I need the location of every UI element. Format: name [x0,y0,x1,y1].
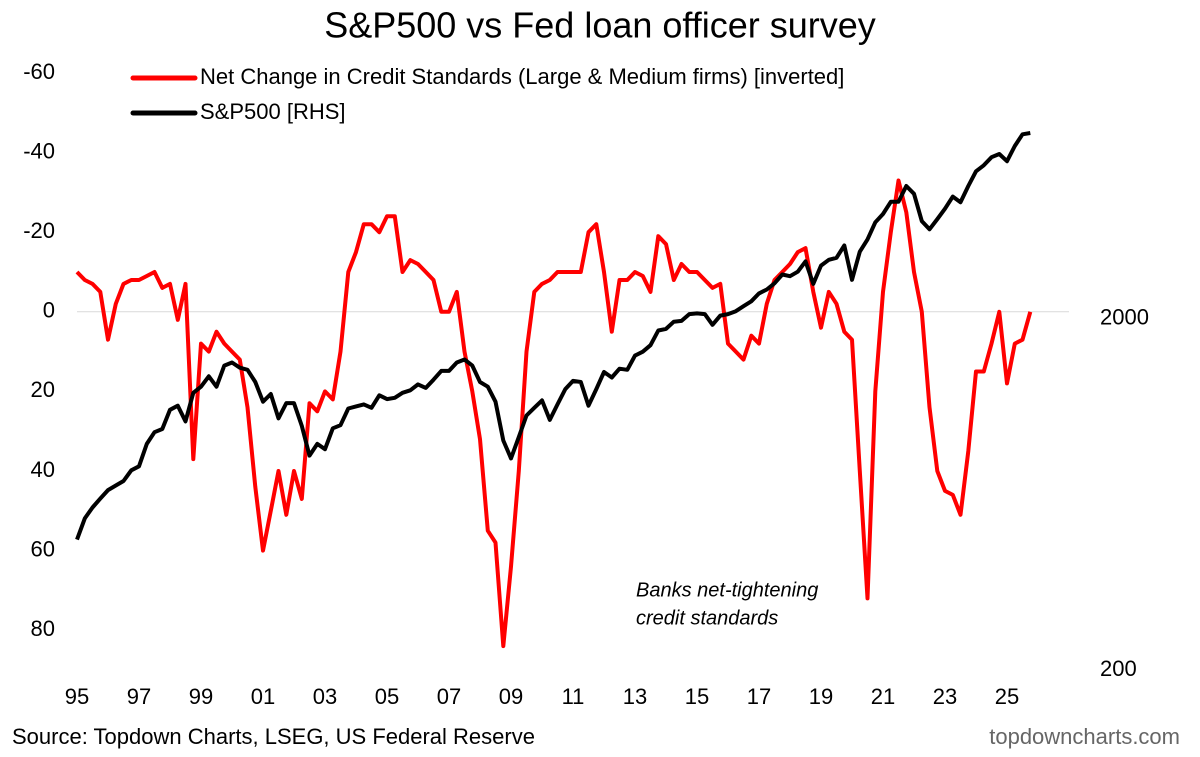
x-tick-label: 21 [871,684,895,709]
x-tick-label: 19 [809,684,833,709]
y-tick-label: 40 [31,457,55,482]
x-tick-label: 13 [623,684,647,709]
x-tick-label: 95 [65,684,89,709]
y2-tick-label: 2000 [1100,304,1149,329]
x-tick-label: 01 [251,684,275,709]
annotation: credit standards [636,607,778,629]
y-tick-label: -60 [23,59,55,84]
y-tick-label: 20 [31,377,55,402]
x-tick-label: 97 [127,684,151,709]
series-line [75,178,1033,649]
x-tick-label: 25 [995,684,1019,709]
x-tick-label: 11 [562,684,585,709]
x-tick-label: 09 [499,684,523,709]
x-tick-label: 17 [747,684,771,709]
legend-label: S&P500 [RHS] [200,99,346,124]
x-tick-label: 23 [933,684,957,709]
x-tick-label: 07 [437,684,461,709]
y-tick-label: -20 [23,218,55,243]
watermark: topdowncharts.com [989,724,1180,749]
x-tick-label: 15 [685,684,709,709]
y-tick-label: -40 [23,138,55,163]
series-line [75,131,1031,541]
y-tick-label: 60 [31,536,55,561]
legend-label: Net Change in Credit Standards (Large & … [200,64,844,89]
y-tick-label: 80 [31,616,55,641]
x-tick-label: 05 [375,684,399,709]
x-tick-label: 03 [313,684,337,709]
annotation: Banks net-tightening [636,579,818,601]
source: Source: Topdown Charts, LSEG, US Federal… [12,724,535,749]
y-tick-label: 0 [43,298,55,323]
x-tick-label: 99 [189,684,213,709]
chart-title: S&P500 vs Fed loan officer survey [324,5,876,46]
y2-tick-label: 200 [1100,656,1137,681]
